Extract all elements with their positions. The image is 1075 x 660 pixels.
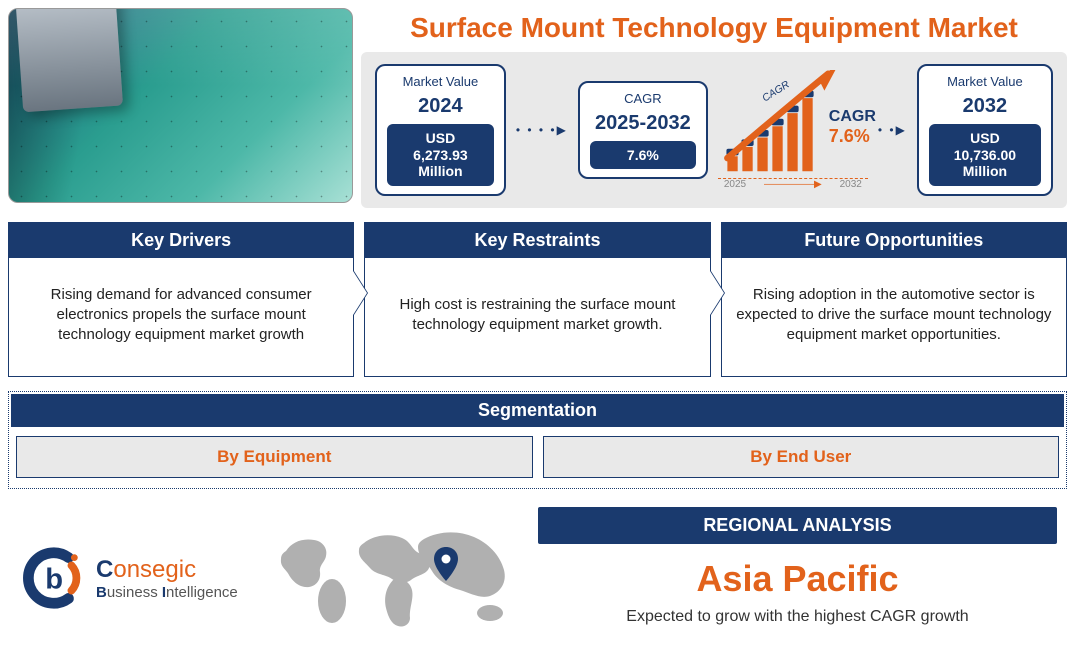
regional-subtitle: Expected to grow with the highest CAGR g… xyxy=(538,608,1057,626)
logo-line2: Business Intelligence xyxy=(96,584,238,601)
metric-cagr-value: 7.6% xyxy=(590,141,696,170)
top-right-column: Surface Mount Technology Equipment Marke… xyxy=(361,8,1067,208)
panel-head: Future Opportunities xyxy=(722,223,1066,258)
connector-arrow-icon: • • • •▶ xyxy=(516,123,568,137)
timeline-arrow-icon: ―――――▶ xyxy=(764,179,822,190)
cagr-percent: 7.6% xyxy=(829,126,876,147)
regional-region-name: Asia Pacific xyxy=(538,558,1057,600)
metrics-band: Market Value 2024 USD 6,273.93 Million •… xyxy=(361,52,1067,208)
metric-start-box: Market Value 2024 USD 6,273.93 Million xyxy=(375,64,506,196)
metric-end-year: 2032 xyxy=(963,95,1008,118)
cagr-year-start: 2025 xyxy=(724,179,746,190)
cagr-timeline: 2025 ―――――▶ 2032 xyxy=(718,178,868,190)
page-title: Surface Mount Technology Equipment Marke… xyxy=(361,8,1067,52)
insight-panels: Key Drivers Rising demand for advanced c… xyxy=(8,222,1067,377)
metric-cagr-box: CAGR 2025-2032 7.6% xyxy=(578,81,708,180)
brand-logo: b Consegic Business Intelligence xyxy=(8,503,268,653)
hero-image-pcb xyxy=(8,8,353,203)
regional-analysis: REGIONAL ANALYSIS Asia Pacific Expected … xyxy=(528,503,1067,653)
regional-heading: REGIONAL ANALYSIS xyxy=(538,507,1057,544)
infographic-root: Surface Mount Technology Equipment Marke… xyxy=(0,0,1075,660)
panel-body: Rising demand for advanced consumer elec… xyxy=(9,258,353,376)
panel-key-drivers: Key Drivers Rising demand for advanced c… xyxy=(8,222,354,377)
segment-by-end-user: By End User xyxy=(543,436,1060,478)
panel-head: Key Drivers xyxy=(9,223,353,258)
panel-body: Rising adoption in the automotive sector… xyxy=(722,258,1066,376)
metric-end-value: USD 10,736.00 Million xyxy=(929,124,1041,186)
metric-start-value: USD 6,273.93 Million xyxy=(387,124,494,186)
top-row: Surface Mount Technology Equipment Marke… xyxy=(8,8,1067,208)
metric-start-year: 2024 xyxy=(418,95,463,118)
cagr-text: CAGR xyxy=(829,108,876,126)
connector-arrow-icon: • •▶ xyxy=(878,123,907,137)
segment-by-equipment: By Equipment xyxy=(16,436,533,478)
metric-cagr-label: CAGR xyxy=(624,91,662,106)
cagr-growth-chart: CAGR CAGR 7.6% 2025 ―――――▶ 2032 xyxy=(718,70,868,190)
world-map-icon xyxy=(268,503,528,653)
panel-body: High cost is restraining the surface mou… xyxy=(365,258,709,376)
panel-head: Key Restraints xyxy=(365,223,709,258)
segmentation-title: Segmentation xyxy=(11,394,1064,427)
metric-end-box: Market Value 2032 USD 10,736.00 Million xyxy=(917,64,1053,196)
panel-future-opportunities: Future Opportunities Rising adoption in … xyxy=(721,222,1067,377)
metric-cagr-range: 2025-2032 xyxy=(595,112,691,135)
svg-text:CAGR: CAGR xyxy=(761,79,793,104)
logo-line1: Consegic xyxy=(96,556,238,584)
metric-start-label: Market Value xyxy=(403,74,479,89)
logo-mark-icon: b xyxy=(18,544,86,612)
segmentation-row: By Equipment By End User xyxy=(10,428,1065,478)
panel-key-restraints: Key Restraints High cost is restraining … xyxy=(364,222,710,377)
metric-end-label: Market Value xyxy=(947,74,1023,89)
logo-text: Consegic Business Intelligence xyxy=(96,556,238,601)
segmentation-section: Segmentation By Equipment By End User xyxy=(8,391,1067,489)
bottom-row: b Consegic Business Intelligence xyxy=(8,503,1067,653)
svg-text:b: b xyxy=(45,564,63,596)
cagr-indicator-label: CAGR 7.6% xyxy=(829,108,876,147)
cagr-year-end: 2032 xyxy=(840,179,862,190)
